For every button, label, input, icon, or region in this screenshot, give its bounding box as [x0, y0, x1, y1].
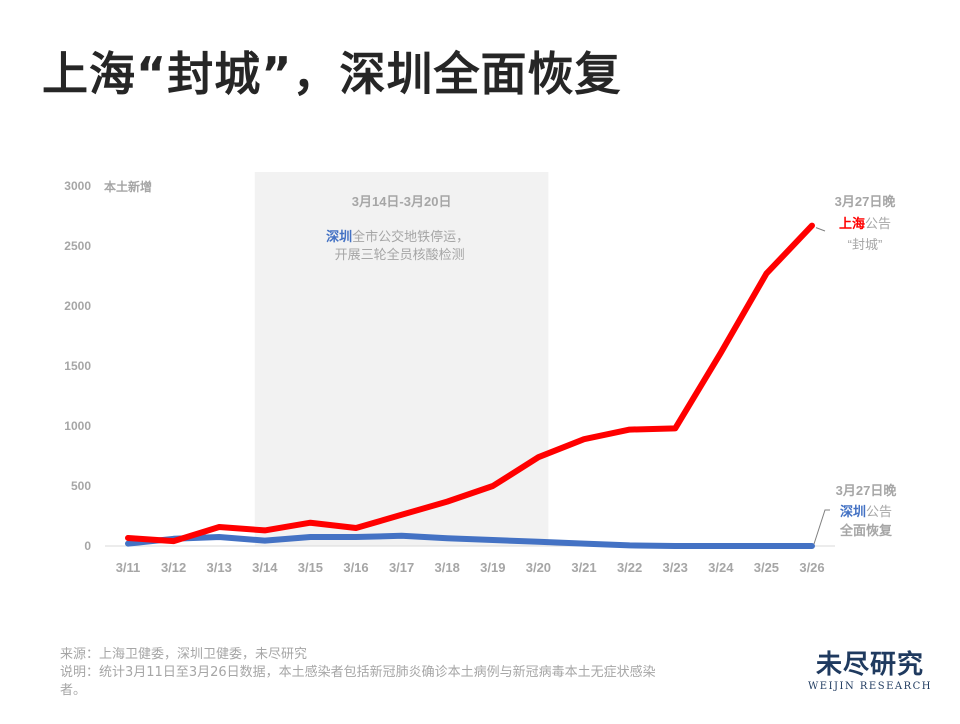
y-tick-label: 2000: [64, 299, 91, 313]
shenzhen-annot-line1: 深圳公告: [840, 504, 892, 519]
weijin-research-logo: 未尽研究 WEIJIN RESEARCH: [805, 650, 935, 694]
period-line2: 开展三轮全员核酸检测: [335, 247, 465, 262]
note-text: 说明：统计3月11日至3月26日数据，本土感染者包括新冠肺炎确诊本土病例与新冠病…: [60, 665, 656, 698]
y-tick-label: 1500: [64, 359, 91, 373]
shenzhen-annot-line2: 全面恢复: [839, 523, 893, 538]
period-line1: 深圳全市公交地铁停运，: [326, 229, 469, 244]
y-tick-label: 500: [71, 479, 91, 493]
source-text: 来源：上海卫健委，深圳卫健委，未尽研究: [60, 647, 308, 662]
x-tick-label: 3/20: [526, 560, 551, 575]
footer-notes: 来源：上海卫健委，深圳卫健委，未尽研究 说明：统计3月11日至3月26日数据，本…: [60, 646, 670, 700]
x-tick-label: 3/19: [480, 560, 505, 575]
logo-cn-text: 未尽研究: [815, 650, 924, 680]
shanghai-annot-line1: 上海公告: [839, 216, 891, 231]
y-tick-label: 1000: [64, 419, 91, 433]
series-line-shenzhen: [125, 532, 815, 549]
x-tick-label: 3/21: [571, 560, 596, 575]
y-tick-label: 0: [84, 539, 91, 553]
shanghai-annot-heading: 3月27日晚: [835, 194, 896, 209]
y-tick-label: 3000: [64, 179, 91, 193]
x-tick-label: 3/24: [708, 560, 734, 575]
y-axis: 0 500 1000 1500 2000 2500 3000: [64, 179, 91, 553]
series-lines: [125, 222, 815, 549]
x-tick-label: 3/26: [799, 560, 824, 575]
x-tick-label: 3/17: [389, 560, 414, 575]
x-tick-label: 3/18: [435, 560, 460, 575]
x-tick-label: 3/25: [754, 560, 779, 575]
shenzhen-leader-line: [813, 509, 830, 545]
series-line-shanghai: [125, 222, 815, 545]
shanghai-leader-line: [815, 227, 826, 232]
page-title: 上海“封城”，深圳全面恢复: [42, 47, 622, 101]
logo-en-text: WEIJIN RESEARCH: [807, 681, 933, 692]
shenzhen-annot-heading: 3月27日晚: [836, 483, 897, 498]
x-tick-label: 3/16: [343, 560, 368, 575]
x-tick-label: 3/13: [207, 560, 232, 575]
x-tick-label: 3/22: [617, 560, 642, 575]
period-heading: 3月14日-3月20日: [352, 194, 452, 209]
x-tick-label: 3/14: [252, 560, 278, 575]
x-tick-label: 3/23: [663, 560, 688, 575]
x-axis: 3/11 3/12 3/13 3/14 3/15 3/16 3/17 3/18 3/19 3/20…: [116, 560, 825, 575]
x-tick-label: 3/11: [116, 560, 141, 575]
x-tick-label: 3/15: [298, 560, 323, 575]
x-tick-label: 3/12: [161, 560, 186, 575]
shanghai-annot-line2: “封城”: [848, 237, 883, 252]
y-axis-label: 本土新增: [104, 179, 152, 194]
y-tick-label: 2500: [64, 239, 91, 253]
